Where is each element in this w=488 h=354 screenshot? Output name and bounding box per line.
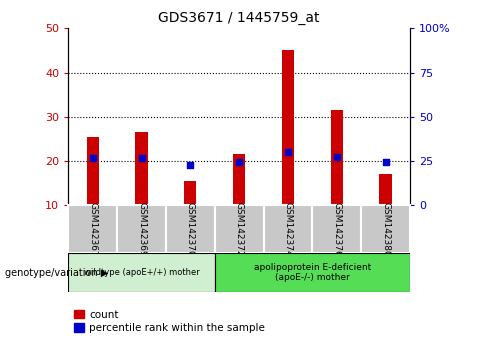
Bar (135, 132, 147, 205)
Point (235, 159, 243, 165)
Legend: count, percentile rank within the sample: count, percentile rank within the sample (74, 310, 265, 333)
FancyBboxPatch shape (215, 205, 264, 253)
Text: genotype/variation ▶: genotype/variation ▶ (5, 268, 108, 278)
Bar (282, 51, 294, 205)
Bar (330, 110, 343, 205)
Bar (184, 181, 196, 205)
Point (333, 154, 341, 159)
Text: GSM142380: GSM142380 (381, 202, 390, 257)
Text: GSM142369: GSM142369 (137, 202, 146, 257)
Point (89, 156, 97, 161)
FancyBboxPatch shape (166, 205, 215, 253)
Point (382, 159, 389, 165)
Text: apolipoprotein E-deficient
(apoE-/-) mother: apolipoprotein E-deficient (apoE-/-) mot… (254, 263, 371, 282)
FancyBboxPatch shape (68, 205, 117, 253)
FancyBboxPatch shape (264, 205, 312, 253)
Title: GDS3671 / 1445759_at: GDS3671 / 1445759_at (159, 11, 320, 24)
FancyBboxPatch shape (361, 205, 410, 253)
Text: GSM142370: GSM142370 (186, 202, 195, 257)
FancyBboxPatch shape (68, 253, 215, 292)
FancyBboxPatch shape (312, 205, 361, 253)
Text: GSM142367: GSM142367 (88, 202, 97, 257)
Text: GSM142374: GSM142374 (284, 202, 292, 257)
FancyBboxPatch shape (215, 253, 410, 292)
Text: wildtype (apoE+/+) mother: wildtype (apoE+/+) mother (83, 268, 200, 277)
Point (138, 156, 145, 161)
Text: GSM142372: GSM142372 (235, 202, 244, 257)
FancyBboxPatch shape (117, 205, 166, 253)
Bar (87, 137, 99, 205)
Text: GSM142376: GSM142376 (332, 202, 341, 257)
Bar (233, 154, 245, 205)
Point (186, 162, 194, 167)
Point (284, 149, 292, 155)
Bar (380, 175, 391, 205)
